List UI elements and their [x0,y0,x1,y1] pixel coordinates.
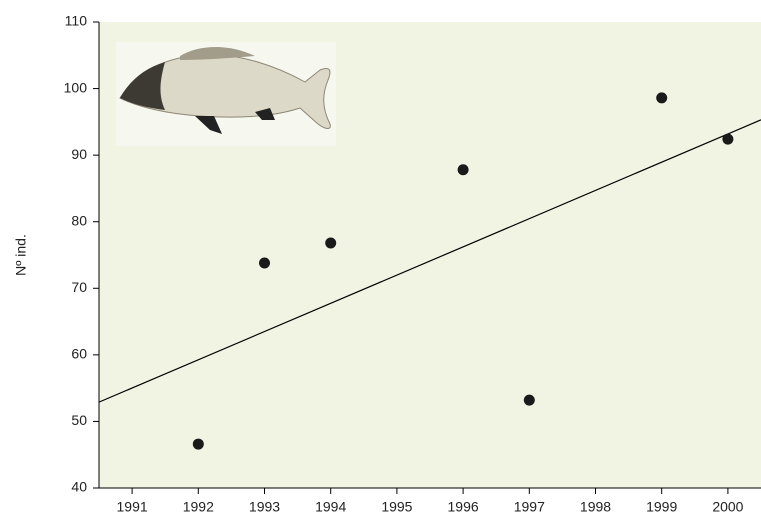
data-point [524,395,535,406]
y-tick-label: 110 [65,13,88,29]
x-tick-label: 1999 [646,499,677,515]
data-point [656,92,667,103]
x-tick-label: 1995 [381,499,412,515]
y-tick-label: 60 [71,346,87,362]
data-point [193,439,204,450]
x-tick-label: 1996 [448,499,479,515]
data-point [325,238,336,249]
y-axis-label: Nº ind. [13,234,29,276]
x-tick-label: 1997 [514,499,545,515]
y-tick-label: 50 [71,412,87,428]
y-tick-label: 80 [71,212,87,228]
y-tick-label: 40 [71,479,87,495]
fish-illustration [116,42,336,146]
y-tick-label: 100 [64,79,88,95]
data-point [722,134,733,145]
x-tick-label: 2000 [712,499,743,515]
chart: Nº ind. 40 50 60 70 80 90 100 110 1991 1992 1993 19… [0,0,761,522]
data-point [458,164,469,175]
x-tick-label: 1991 [117,499,148,515]
x-tick-label: 1994 [315,499,346,515]
y-tick-label: 70 [71,279,87,295]
y-tick-label: 90 [71,146,87,162]
x-tick-label: 1998 [580,499,611,515]
data-point [259,257,270,268]
x-tick-label: 1992 [183,499,214,515]
x-tick-label: 1993 [249,499,280,515]
